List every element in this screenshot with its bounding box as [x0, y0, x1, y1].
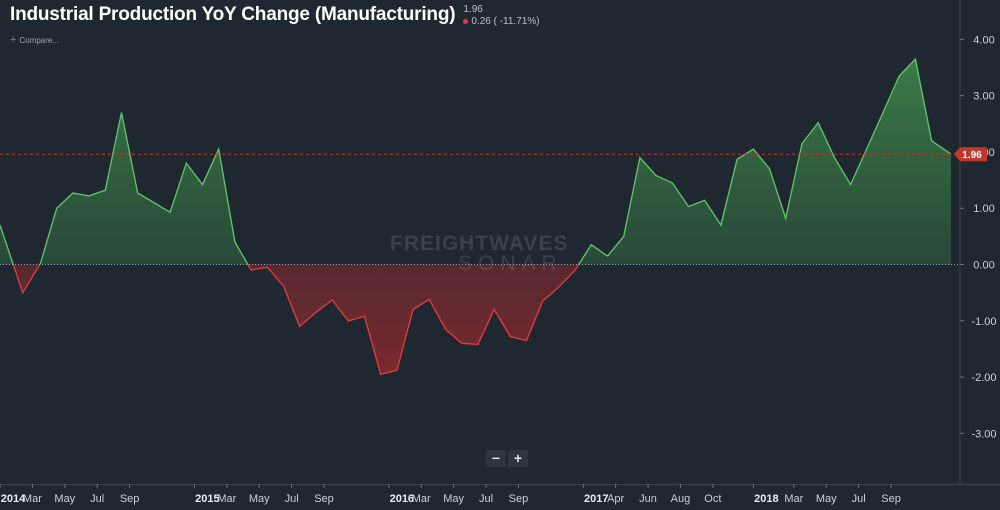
y-tick-label: 0.00 — [973, 260, 994, 272]
x-tick-label: Jul — [90, 493, 104, 505]
x-tick-label: Jul — [285, 493, 299, 505]
x-tick-label: Apr — [607, 493, 624, 505]
zoom-in-button[interactable]: + — [508, 450, 528, 467]
change-text: 0.26 ( -11.71%) — [471, 16, 540, 27]
x-tick-label: May — [249, 493, 270, 505]
plus-icon: + — [10, 34, 17, 46]
x-tick-label: Jul — [852, 493, 866, 505]
x-tick-label: Mar — [23, 493, 42, 505]
x-tick-label: Sep — [509, 493, 529, 505]
x-tick-label: 2016 — [390, 493, 414, 505]
x-tick-label: Sep — [314, 493, 334, 505]
x-tick-label: May — [816, 493, 837, 505]
y-tick-label: -1.00 — [971, 316, 996, 328]
x-tick-label: Mar — [217, 493, 236, 505]
quote-block: 1.96 0.26 ( -11.71%) — [463, 4, 540, 28]
x-tick-label: Jun — [639, 493, 657, 505]
down-dot-icon — [463, 18, 469, 24]
y-axis: -3.00-2.00-1.000.001.002.003.004.00 — [960, 34, 997, 440]
x-tick-label: Mar — [784, 493, 803, 505]
x-tick-label: 2018 — [754, 493, 778, 505]
compare-button[interactable]: + Compare... — [10, 34, 59, 46]
x-tick-label: Mar — [412, 493, 431, 505]
y-tick-label: 3.00 — [973, 91, 994, 103]
zoom-out-button[interactable]: − — [486, 450, 506, 467]
x-tick-label: Sep — [120, 493, 140, 505]
y-tick-label: 4.00 — [973, 34, 994, 46]
area-fills — [0, 59, 951, 375]
x-tick-label: Aug — [671, 493, 691, 505]
x-tick-label: 2015 — [195, 493, 219, 505]
negative-area — [13, 264, 579, 375]
chart-title: Industrial Production YoY Change (Manufa… — [10, 4, 456, 25]
x-tick-label: Jul — [479, 493, 493, 505]
positive-area — [0, 59, 951, 265]
series-line-positive — [0, 57, 952, 265]
last-value-badge-text: 1.96 — [962, 150, 982, 161]
y-tick-label: -3.00 — [971, 428, 996, 440]
last-value-badge: 1.96 — [954, 147, 987, 162]
x-tick-label: Oct — [704, 493, 721, 505]
series-lines — [0, 57, 952, 376]
last-value-badge-shape — [954, 147, 987, 162]
x-tick-label: 2014 — [1, 493, 26, 505]
zoom-controls: − + — [486, 450, 528, 467]
compare-label: Compare... — [19, 36, 60, 45]
grid-lines — [0, 0, 1000, 485]
chart-header: Industrial Production YoY Change (Manufa… — [10, 4, 540, 28]
y-tick-label: 1.00 — [973, 203, 994, 215]
series-line-negative — [12, 264, 580, 376]
change-row: 0.26 ( -11.71%) — [463, 16, 540, 28]
x-tick-label: May — [443, 493, 464, 505]
y-tick-label: -2.00 — [971, 372, 996, 384]
reference-lines — [0, 153, 960, 266]
x-tick-label: Sep — [881, 493, 901, 505]
last-value-text: 1.96 — [463, 4, 483, 15]
x-tick-label: 2017 — [584, 493, 608, 505]
x-tick-label: May — [54, 493, 75, 505]
